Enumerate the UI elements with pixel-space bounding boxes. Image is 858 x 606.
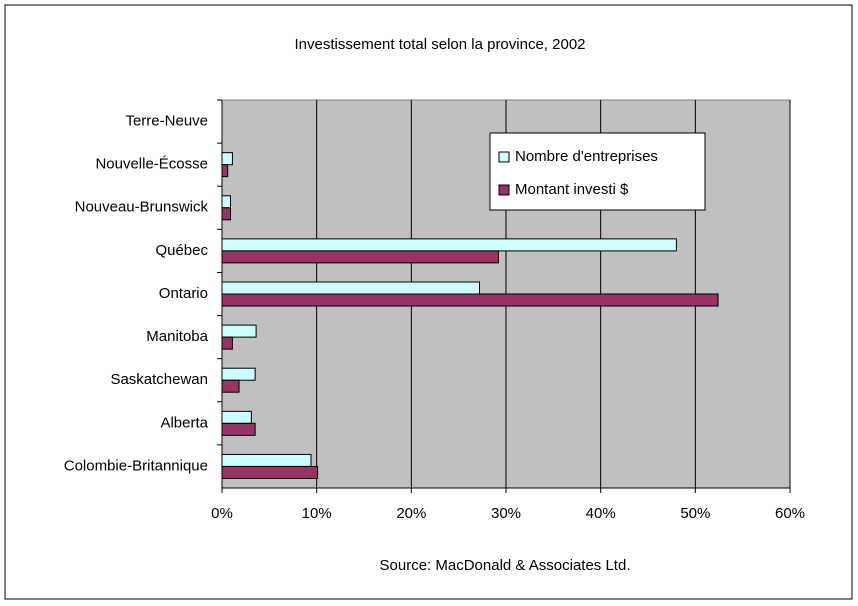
y-tick-label: Ontario: [159, 285, 208, 302]
legend-label: Nombre d'entreprises: [515, 148, 658, 165]
x-tick-label: 10%: [302, 505, 332, 522]
bar: [221, 465, 319, 479]
bar: [221, 164, 229, 178]
chart-title: Investissement total selon la province, …: [295, 36, 586, 53]
bar: [221, 367, 256, 381]
x-tick-label: 60%: [775, 505, 805, 522]
bar: [221, 238, 677, 252]
bar: [221, 379, 240, 393]
y-tick-label: Manitoba: [146, 328, 208, 345]
legend-swatch: [498, 151, 510, 163]
bar: [221, 453, 312, 467]
bar: [221, 281, 480, 295]
y-tick-label: Québec: [155, 242, 208, 259]
legend-label: Montant investi $: [515, 181, 629, 198]
y-tick-label: Saskatchewan: [110, 371, 208, 388]
x-tick-label: 0%: [211, 505, 233, 522]
y-tick-label: Nouvelle-Écosse: [95, 156, 208, 173]
legend-swatch: [498, 184, 510, 196]
y-tick-label: Colombie-Britannique: [64, 457, 208, 474]
y-tick-label: Nouveau-Brunswick: [75, 199, 209, 216]
bar: [221, 336, 233, 350]
bar: [221, 250, 499, 264]
x-tick-label: 40%: [586, 505, 616, 522]
bar: [221, 324, 257, 338]
bar: [221, 195, 232, 209]
x-tick-label: 50%: [680, 505, 710, 522]
legend-box: [489, 132, 706, 211]
bar: [221, 152, 233, 166]
y-tick-label: Terre-Neuve: [125, 113, 208, 130]
bar: [221, 207, 232, 221]
x-tick-label: 30%: [491, 505, 521, 522]
bar: [221, 422, 256, 436]
bar: [221, 293, 719, 307]
bar: [221, 410, 252, 424]
x-tick-label: 20%: [396, 505, 426, 522]
y-tick-label: Alberta: [160, 414, 208, 431]
source-note: Source: MacDonald & Associates Ltd.: [380, 557, 631, 574]
